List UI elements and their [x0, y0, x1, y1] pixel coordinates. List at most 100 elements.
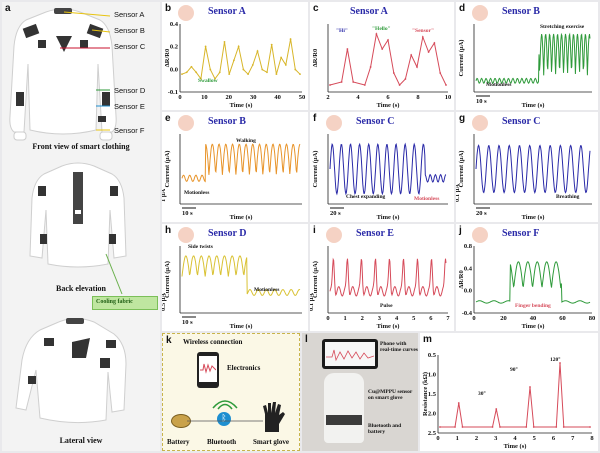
chart-title-i: Sensor E [356, 228, 394, 239]
data-point-b [266, 71, 268, 74]
annotation-f: Chest expanding [346, 194, 386, 200]
panel-b: b Sensor A ΔR/R0 Time (s) 0 10 20 30 40 50 0.4 0.2 0… [162, 2, 308, 110]
panel-e: e Sensor B Current (μA) Time (s) 10 s 1 μA Mot… [162, 112, 308, 222]
x-tick-i: 1 [344, 315, 347, 322]
battery-label: Battery [167, 438, 190, 446]
annotation-e: Motionless [184, 190, 209, 196]
x-tick-m: 8 [590, 435, 594, 442]
series-line-e [181, 143, 301, 183]
panel-label-g: g [459, 113, 466, 124]
annotation-c: "Sensor" [412, 28, 434, 34]
phone-photo [322, 339, 378, 369]
x-tick-c: 6 [386, 94, 390, 101]
chart-title-j: Sensor F [502, 228, 540, 239]
x-tick-b: 0 [178, 94, 181, 101]
x-tick-i: 4 [395, 315, 399, 322]
series-line-h [181, 255, 301, 296]
data-point-b [242, 68, 245, 71]
y-label-m: Resistance (kΩ) [422, 372, 429, 416]
data-point-b [275, 73, 278, 76]
x-tick-c: 8 [416, 94, 420, 101]
data-point-c [398, 84, 401, 86]
data-point-b [294, 68, 297, 71]
x-tick-j: 0 [472, 315, 475, 322]
y-label-e: Current (μA) [164, 151, 171, 188]
x-tick-i: 3 [378, 315, 382, 322]
scale-y-label-i: 0.1 μA [310, 293, 315, 311]
chart-svg-c: ΔR/R0 Time (s) 2 4 6 8 10 "Hi" "Hello" "Sensor" [312, 24, 452, 109]
y-label-h: Current (μA) [164, 261, 171, 298]
panel-label-j: j [459, 225, 462, 236]
data-point-b [209, 68, 212, 71]
data-point-m [457, 402, 460, 404]
series-line-m [440, 362, 590, 428]
chart-svg-i: Current (μA) Time (s) 0 1 2 3 4 5 6 7 0.1 μA Pulse [310, 246, 450, 330]
chart-title-g: Sensor C [502, 116, 541, 127]
data-point-b [223, 40, 226, 43]
data-point-m [525, 426, 528, 428]
chart-svg-b: ΔR/R0 Time (s) 0 10 20 30 40 50 0.4 0.2 0.0 -0.1 Swa… [164, 21, 305, 109]
data-point-b [251, 64, 254, 66]
data-point-m [439, 426, 441, 428]
y-tick-m: 0.5 [428, 352, 437, 359]
data-point-b [199, 77, 202, 80]
x-tick-m: 0 [436, 435, 439, 442]
panel-l: l Phone with real-time curves Cu@MPPU se… [302, 333, 418, 451]
scale-bar-label-e: 10 s [182, 210, 193, 217]
x-tick-m: 3 [494, 435, 498, 442]
sensor-pointer-lines [60, 11, 111, 131]
series-line-j [475, 261, 591, 304]
data-point-b [228, 73, 231, 76]
y-tick-b: 0.4 [170, 21, 179, 28]
connection-line [187, 420, 263, 422]
cooling-fabric-label: Cooling fabric [96, 299, 133, 305]
y-tick-j: -0.4 [462, 310, 473, 317]
body-part-icon-e [178, 115, 194, 131]
panel-label-c: c [313, 3, 319, 14]
data-point-b [204, 45, 207, 48]
x-tick-i: 6 [429, 315, 433, 322]
x-tick-m: 1 [456, 435, 459, 442]
annotation-c: "Hello" [372, 26, 391, 32]
phone-photo-label: Phone with real-time curves [380, 341, 418, 353]
annotation-m: 30° [478, 390, 486, 397]
x-label-m: Time (s) [504, 443, 527, 450]
y-label-i: Current (μA) [312, 261, 319, 298]
panel-label-e: e [165, 113, 171, 124]
x-label-i: Time (s) [377, 323, 400, 330]
x-tick-m: 7 [571, 435, 575, 442]
chart-svg-e: Current (μA) Time (s) 10 s 1 μA Motionless Wa… [162, 134, 302, 221]
front-shirt-illustration [9, 8, 117, 141]
data-point-m [562, 426, 565, 428]
chart-svg-m: Resistance (kΩ) Time (s) 0 1 2 3 4 5 6 7 8 0.5 1.0 1.… [422, 352, 594, 450]
y-tick-b: 0.0 [170, 66, 178, 73]
series-line-f [329, 142, 447, 196]
x-tick-c: 10 [445, 94, 452, 101]
annotation-c: "Hi" [336, 28, 348, 34]
panel-label-l: l [305, 334, 308, 345]
x-label-e: Time (s) [230, 214, 253, 221]
y-label-b: ΔR/R0 [164, 49, 171, 68]
scale-y-label-h: 0.5 μA [162, 293, 167, 311]
x-tick-m: 2 [475, 435, 478, 442]
sensor-b-label: Sensor B [114, 26, 145, 35]
x-label-b: Time (s) [230, 102, 253, 109]
data-point-c [346, 48, 349, 50]
panel-label-d: d [459, 3, 466, 14]
annotation-j: Finger bending [515, 303, 551, 309]
y-tick-m: 1.0 [428, 372, 436, 379]
panel-label-k: k [166, 335, 172, 346]
chart-svg-j: ΔR/R0 Time (s) 0 20 40 60 80 0.8 0.4 0.0 -0.4 Finge… [458, 243, 595, 330]
wireless-title: Wireless connection [183, 338, 243, 346]
y-tick-j: 0.0 [464, 288, 472, 295]
x-tick-m: 5 [533, 435, 537, 442]
y-label-f: Current (μA) [312, 151, 319, 188]
y-label-c: ΔR/R0 [312, 49, 319, 68]
data-point-c [404, 78, 407, 80]
y-tick-b: 0.2 [170, 44, 178, 51]
chart-title-d: Sensor B [502, 6, 540, 17]
lateral-shirt-illustration [15, 318, 127, 424]
body-part-icon-g [472, 115, 488, 131]
panel-j: j Sensor F ΔR/R0 Time (s) 0 20 40 60 80 0.8 0.4 0.0… [456, 224, 598, 331]
data-point-c [416, 66, 418, 68]
